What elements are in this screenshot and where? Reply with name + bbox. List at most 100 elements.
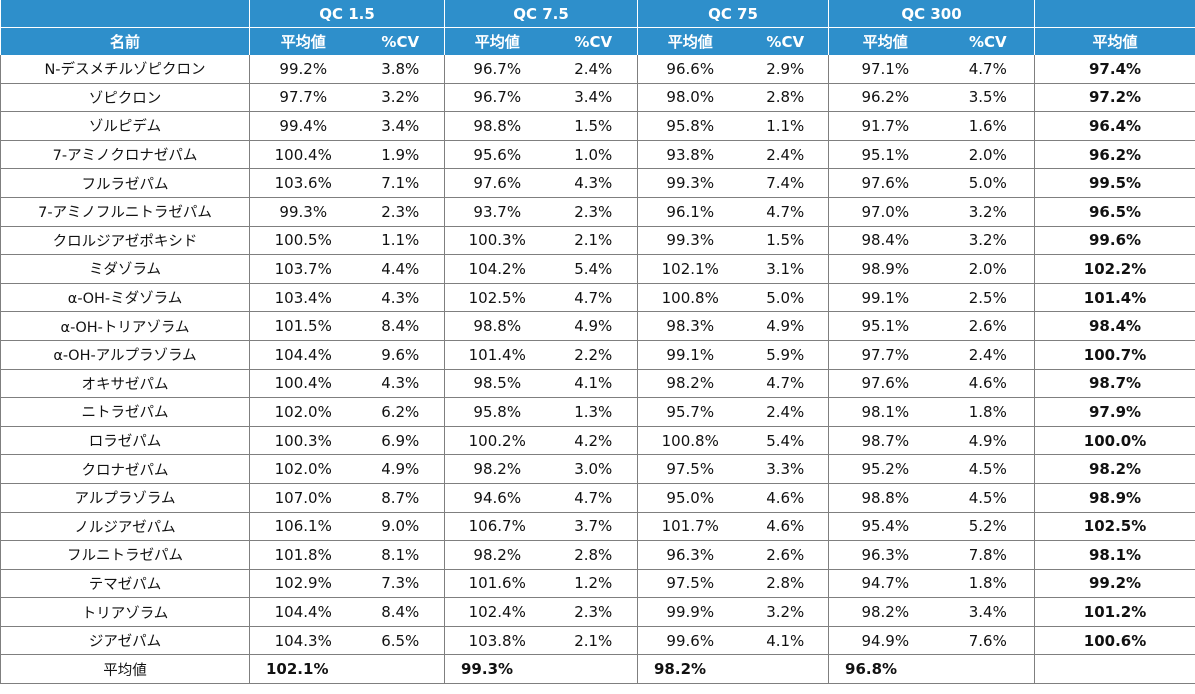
cv-cell: 2.1% xyxy=(549,626,638,656)
mean-cell: 102.1% xyxy=(637,254,743,284)
column-header-name: 名前 xyxy=(0,27,250,55)
cv-cell: 4.6% xyxy=(941,369,1036,399)
cv-cell: 4.9% xyxy=(549,311,638,341)
mean-cell: 98.8% xyxy=(444,111,550,141)
mean-cell: 104.4% xyxy=(249,340,357,370)
cv-cell: 4.1% xyxy=(549,369,638,399)
table-row: オキサゼパム 100.4% 4.3% 98.5% 4.1% 98.2% 4.7% 97.6% 4… xyxy=(0,369,1195,399)
table-row: N-デスメチルゾピクロン 99.2% 3.8% 96.7% 2.4% 96.6% 2.9% 9… xyxy=(0,55,1195,84)
cv-cell: 5.0% xyxy=(941,168,1036,198)
cv-cell: 2.8% xyxy=(742,83,830,113)
table-row: α-OH-アルプラゾラム 104.4% 9.6% 101.4% 2.2% 99.1% 5.9… xyxy=(0,340,1195,370)
column-header-row: 名前 平均値 %CV 平均値 %CV 平均値 %CV 平均値 %CV 平均値 xyxy=(0,27,1195,55)
table-body: N-デスメチルゾピクロン 99.2% 3.8% 96.7% 2.4% 96.6% 2.9% 9… xyxy=(0,55,1195,685)
cv-cell: 4.1% xyxy=(742,626,830,656)
cv-cell: 4.3% xyxy=(549,168,638,198)
mean-cell: 96.7% xyxy=(444,55,550,84)
cv-cell: 9.0% xyxy=(356,512,445,542)
cv-cell: 4.7% xyxy=(549,283,638,313)
cv-cell: 5.2% xyxy=(941,512,1036,542)
mean-cell: 96.3% xyxy=(637,540,743,570)
mean-cell: 97.6% xyxy=(828,168,942,198)
column-header-mean: 平均値 xyxy=(249,27,357,55)
average-cell: 100.6% xyxy=(1034,626,1195,656)
cv-cell: 1.0% xyxy=(549,140,638,170)
compound-name-cell: ジアゼパム xyxy=(0,626,250,656)
average-cell: 97.2% xyxy=(1034,83,1195,113)
compound-name-cell: ノルジアゼパム xyxy=(0,512,250,542)
mean-cell: 95.1% xyxy=(828,311,942,341)
mean-cell: 98.0% xyxy=(637,83,743,113)
cv-cell: 4.4% xyxy=(356,254,445,284)
mean-cell: 97.5% xyxy=(637,569,743,599)
average-cell: 97.4% xyxy=(1034,55,1195,84)
mean-cell: 101.6% xyxy=(444,569,550,599)
mean-cell: 104.2% xyxy=(444,254,550,284)
compound-name-cell: α-OH-ミダゾラム xyxy=(0,283,250,313)
mean-cell: 107.0% xyxy=(249,483,357,513)
compound-name-cell: クロルジアゼポキシド xyxy=(0,226,250,256)
cv-cell: 1.6% xyxy=(941,111,1036,141)
cv-cell: 2.1% xyxy=(549,226,638,256)
cv-cell: 1.5% xyxy=(742,226,830,256)
cv-cell: 3.1% xyxy=(742,254,830,284)
cv-cell: 4.7% xyxy=(742,197,830,227)
cv-cell: 2.9% xyxy=(742,55,830,84)
mean-cell: 103.8% xyxy=(444,626,550,656)
total-row: 平均値 102.1% 99.3% 98.2% 96.8% xyxy=(0,654,1195,685)
compound-name-cell: N-デスメチルゾピクロン xyxy=(0,55,250,84)
cv-cell: 1.2% xyxy=(549,569,638,599)
cv-cell: 2.4% xyxy=(941,340,1036,370)
cv-cell: 2.6% xyxy=(742,540,830,570)
cv-cell: 4.9% xyxy=(941,426,1036,456)
mean-cell: 100.3% xyxy=(249,426,357,456)
average-cell: 101.4% xyxy=(1034,283,1195,313)
mean-cell: 99.1% xyxy=(637,340,743,370)
cv-cell: 2.8% xyxy=(549,540,638,570)
table-row: ゾピクロン 97.7% 3.2% 96.7% 3.4% 98.0% 2.8% 96.2% 3.5… xyxy=(0,83,1195,113)
mean-cell: 96.3% xyxy=(828,540,942,570)
mean-cell: 101.8% xyxy=(249,540,357,570)
compound-name-cell: アルプラゾラム xyxy=(0,483,250,513)
cv-cell: 3.2% xyxy=(356,83,445,113)
compound-name-cell: トリアゾラム xyxy=(0,597,250,627)
mean-cell: 96.6% xyxy=(637,55,743,84)
mean-cell: 97.6% xyxy=(828,369,942,399)
average-cell: 96.2% xyxy=(1034,140,1195,170)
group-header-qc1: QC 1.5 xyxy=(249,0,445,28)
mean-cell: 100.3% xyxy=(444,226,550,256)
table-row: 7-アミノフルニトラゼパム 99.3% 2.3% 93.7% 2.3% 96.1% 4.7%… xyxy=(0,197,1195,227)
mean-cell: 99.3% xyxy=(637,226,743,256)
mean-cell: 99.4% xyxy=(249,111,357,141)
mean-cell: 100.8% xyxy=(637,283,743,313)
cv-cell: 2.3% xyxy=(549,597,638,627)
average-cell: 100.0% xyxy=(1034,426,1195,456)
cv-cell: 5.9% xyxy=(742,340,830,370)
cv-cell: 1.1% xyxy=(742,111,830,141)
cv-cell: 8.4% xyxy=(356,311,445,341)
mean-cell: 103.7% xyxy=(249,254,357,284)
average-cell: 98.1% xyxy=(1034,540,1195,570)
cv-cell: 7.3% xyxy=(356,569,445,599)
mean-cell: 98.5% xyxy=(444,369,550,399)
cv-cell: 5.0% xyxy=(742,283,830,313)
mean-cell: 95.8% xyxy=(637,111,743,141)
compound-name-cell: ミダゾラム xyxy=(0,254,250,284)
total-mean-cell: 99.3% xyxy=(444,654,638,685)
mean-cell: 103.6% xyxy=(249,168,357,198)
cv-cell: 7.4% xyxy=(742,168,830,198)
group-header-blank xyxy=(0,0,250,28)
group-header-qc4: QC 300 xyxy=(828,0,1036,28)
average-cell: 102.5% xyxy=(1034,512,1195,542)
mean-cell: 102.5% xyxy=(444,283,550,313)
cv-cell: 3.4% xyxy=(356,111,445,141)
cv-cell: 4.3% xyxy=(356,283,445,313)
average-cell: 96.5% xyxy=(1034,197,1195,227)
cv-cell: 3.5% xyxy=(941,83,1036,113)
mean-cell: 98.9% xyxy=(828,254,942,284)
cv-cell: 2.4% xyxy=(742,140,830,170)
total-mean-cell: 102.1% xyxy=(249,654,445,685)
mean-cell: 104.4% xyxy=(249,597,357,627)
mean-cell: 93.8% xyxy=(637,140,743,170)
cv-cell: 9.6% xyxy=(356,340,445,370)
